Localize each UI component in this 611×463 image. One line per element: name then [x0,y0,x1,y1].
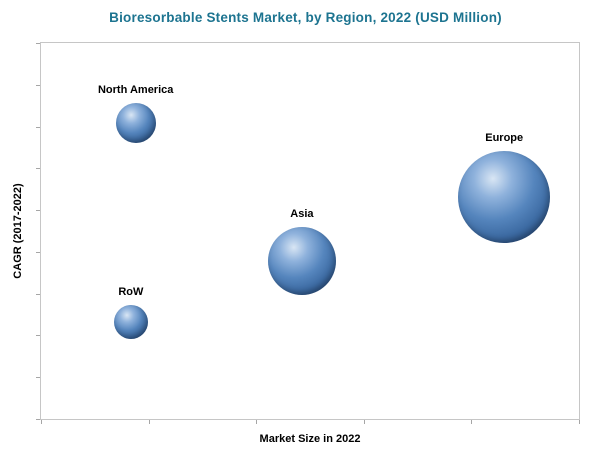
bubble-row [113,304,148,339]
x-axis-tick [579,420,580,424]
x-axis-tick [471,420,473,424]
y-axis-tick [36,251,40,253]
bubble-label-asia: Asia [290,207,314,220]
y-axis-tick [36,168,40,170]
bubble-asia [267,226,336,295]
plot-area: North America Europe Asia RoW [36,42,580,424]
bubble-europe [458,151,551,244]
bubble-label-north-america: North America [97,84,174,97]
x-axis-tick [256,420,258,424]
x-axis-tick [41,420,42,424]
y-axis-tick [36,377,40,379]
bubble-label-europe: Europe [485,132,524,145]
y-axis-tick [36,293,40,295]
x-axis-tick [363,420,365,424]
y-axis-tick [36,126,40,128]
bubble-north-america [115,103,156,144]
y-axis-tick [36,419,40,420]
y-axis-tick [36,84,40,86]
x-axis-tick [148,420,150,424]
y-axis-tick [36,335,40,337]
x-axis-label: Market Size in 2022 [259,433,361,445]
y-axis-tick [36,43,40,44]
y-axis-tick [36,210,40,212]
bubble-label-row: RoW [118,285,144,298]
chart-title: Bioresorbable Stents Market, by Region, … [109,10,502,25]
y-axis-label: CAGR (2017-2022) [12,183,24,279]
